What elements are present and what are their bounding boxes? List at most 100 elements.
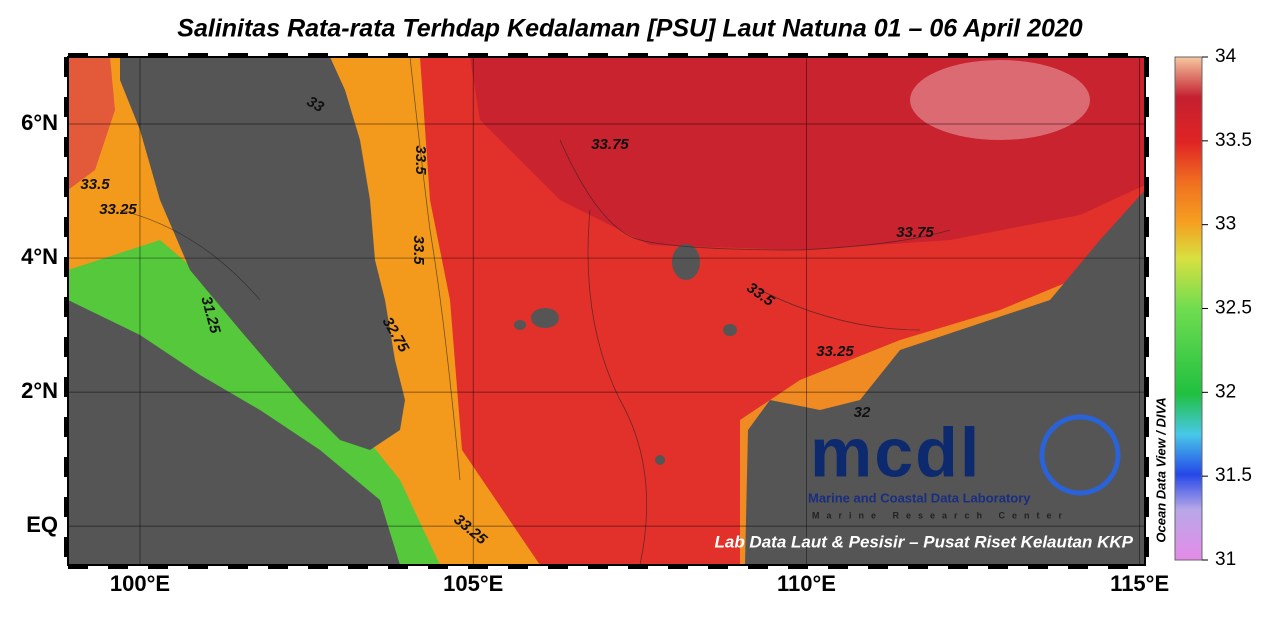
frame-dash xyxy=(64,217,69,237)
frame-dash xyxy=(748,564,768,569)
grid xyxy=(64,53,1149,569)
frame-dash xyxy=(1144,457,1149,477)
frame-dash xyxy=(988,53,1008,58)
frame-dash xyxy=(64,337,69,357)
frame-dash xyxy=(588,564,608,569)
frame-dash xyxy=(1028,564,1048,569)
x-tick-label: 115°E xyxy=(1110,571,1169,596)
frame-dash xyxy=(628,564,648,569)
frame-dash xyxy=(188,564,208,569)
frame-dash xyxy=(388,564,408,569)
y-tick-label: 2°N xyxy=(21,378,58,403)
frame-dash xyxy=(1144,497,1149,517)
frame-dash xyxy=(788,564,808,569)
contour-line xyxy=(119,57,951,565)
frame-dash xyxy=(1108,53,1128,58)
frame-dash xyxy=(108,53,128,58)
frame-dash xyxy=(508,564,528,569)
sea-peak xyxy=(910,60,1090,140)
sea-andaman xyxy=(68,57,115,190)
frame-dash xyxy=(64,97,69,117)
colorbar-tick-label: 32.5 xyxy=(1215,298,1252,319)
frame-dash xyxy=(348,53,368,58)
frame-dash xyxy=(868,53,888,58)
island xyxy=(672,244,700,280)
frame-dash xyxy=(428,564,448,569)
map-frame xyxy=(67,56,1146,566)
frame-dash xyxy=(948,564,968,569)
contour-label: 33.75 xyxy=(591,136,629,153)
colorbar-tick-label: 31 xyxy=(1215,549,1236,570)
frame-dash xyxy=(708,53,728,58)
colorbar-tick-label: 33 xyxy=(1215,214,1236,235)
frame-dash xyxy=(1144,177,1149,197)
colorbar-tick-label: 32 xyxy=(1215,381,1236,402)
frame-dash xyxy=(708,564,728,569)
frame-dash xyxy=(668,564,688,569)
frame-dash xyxy=(64,377,69,397)
land-peninsula xyxy=(120,57,405,450)
frame-dash xyxy=(548,564,568,569)
frame-dash xyxy=(1144,297,1149,317)
frame-dash xyxy=(388,53,408,58)
island xyxy=(514,320,526,330)
frame-dash xyxy=(468,564,488,569)
y-tick-label: 4°N xyxy=(21,244,58,269)
frame-dash xyxy=(948,53,968,58)
frame-dash xyxy=(148,53,168,58)
frame-dash xyxy=(1144,537,1149,557)
frame-dash xyxy=(1144,97,1149,117)
frame-dash xyxy=(148,564,168,569)
frame-dash xyxy=(508,53,528,58)
frame-dash xyxy=(788,53,808,58)
contour-label: 33.5 xyxy=(410,235,427,265)
frame-dash xyxy=(308,564,328,569)
frame-dash xyxy=(1144,257,1149,277)
frame-dash xyxy=(268,564,288,569)
frame-dash xyxy=(1144,337,1149,357)
frame-dash xyxy=(828,53,848,58)
contour-label: 33.5 xyxy=(412,145,429,175)
frame-dash xyxy=(64,417,69,437)
contour-label: 32 xyxy=(854,404,871,421)
frame-dash xyxy=(1068,53,1088,58)
island xyxy=(655,455,665,465)
frame-dash xyxy=(64,257,69,277)
island xyxy=(531,308,559,328)
frame-dash xyxy=(1144,217,1149,237)
colorbar-tick-label: 31.5 xyxy=(1215,465,1252,486)
logo-name: Marine and Coastal Data Laboratory xyxy=(808,490,1031,505)
frame-dash xyxy=(428,53,448,58)
colorbar-tick-label: 34 xyxy=(1215,46,1237,67)
contour-label: 33.75 xyxy=(896,224,934,241)
frame-dash xyxy=(64,457,69,477)
logo-mark: mcdl xyxy=(810,413,981,491)
frame-dash xyxy=(188,53,208,58)
frame-dash xyxy=(908,53,928,58)
contour-label: 33.25 xyxy=(816,343,854,360)
land-sumatra xyxy=(68,300,400,565)
y-tick-label: EQ xyxy=(26,512,58,537)
frame-dash xyxy=(548,53,568,58)
frame-dash xyxy=(908,564,928,569)
contour-label: 33.5 xyxy=(80,176,110,193)
frame-dash xyxy=(348,564,368,569)
frame-dash xyxy=(468,53,488,58)
title: Salinitas Rata-rata Terhdap Kedalaman [P… xyxy=(177,15,1082,43)
colorbar-label: Ocean Data View / DIVA xyxy=(1153,397,1168,542)
frame-dash xyxy=(1108,564,1128,569)
frame-dash xyxy=(228,564,248,569)
frame-dash xyxy=(1144,57,1149,77)
frame-dash xyxy=(668,53,688,58)
frame-dash xyxy=(1144,137,1149,157)
frame-dash xyxy=(64,57,69,77)
contour-label: 33.25 xyxy=(99,201,137,218)
y-tick-label: 6°N xyxy=(21,110,58,135)
frame-dash xyxy=(68,564,88,569)
frame-dash xyxy=(588,53,608,58)
frame-dash xyxy=(628,53,648,58)
x-tick-label: 100°E xyxy=(110,571,170,596)
colorbar-ticks: 31 31.5 32 32.5 33 33.5 34 xyxy=(1202,46,1252,570)
frame-dash xyxy=(64,177,69,197)
